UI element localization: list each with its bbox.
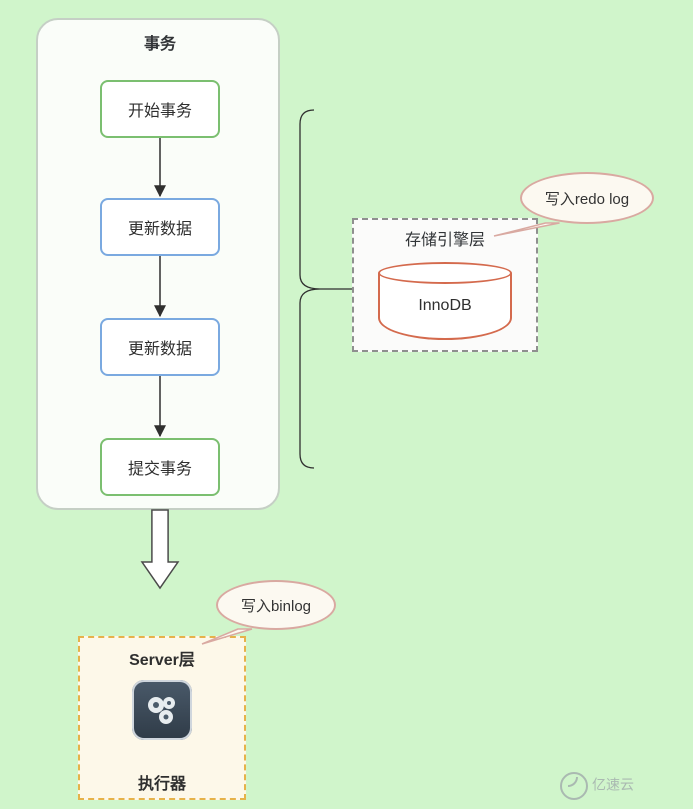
step-update-data-2: 更新数据 [100,318,220,376]
server-subtitle: 执行器 [78,770,246,794]
database-cylinder: InnoDB [378,262,512,340]
gear-icon [132,680,192,740]
step-label: 更新数据 [128,335,192,359]
step-commit-transaction: 提交事务 [100,438,220,496]
server-title: Server层 [78,646,246,670]
bubble-binlog: 写入binlog [216,580,336,630]
step-label: 开始事务 [128,97,192,121]
transaction-title: 事务 [130,30,190,54]
bubble-label: 写入binlog [241,595,311,616]
bubble-label: 写入redo log [545,188,629,209]
step-start-transaction: 开始事务 [100,80,220,138]
watermark-icon [560,772,588,800]
storage-title: 存储引擎层 [352,226,538,250]
watermark-text: 亿速云 [592,777,634,793]
watermark: 亿速云 [560,772,634,800]
step-label: 更新数据 [128,215,192,239]
database-label: InnoDB [418,297,471,315]
bubble-redo-log: 写入redo log [520,172,654,224]
step-update-data-1: 更新数据 [100,198,220,256]
diagram-canvas: 事务 开始事务 更新数据 更新数据 提交事务 存储引擎层 InnoDB 写入re… [0,0,693,809]
step-label: 提交事务 [128,455,192,479]
